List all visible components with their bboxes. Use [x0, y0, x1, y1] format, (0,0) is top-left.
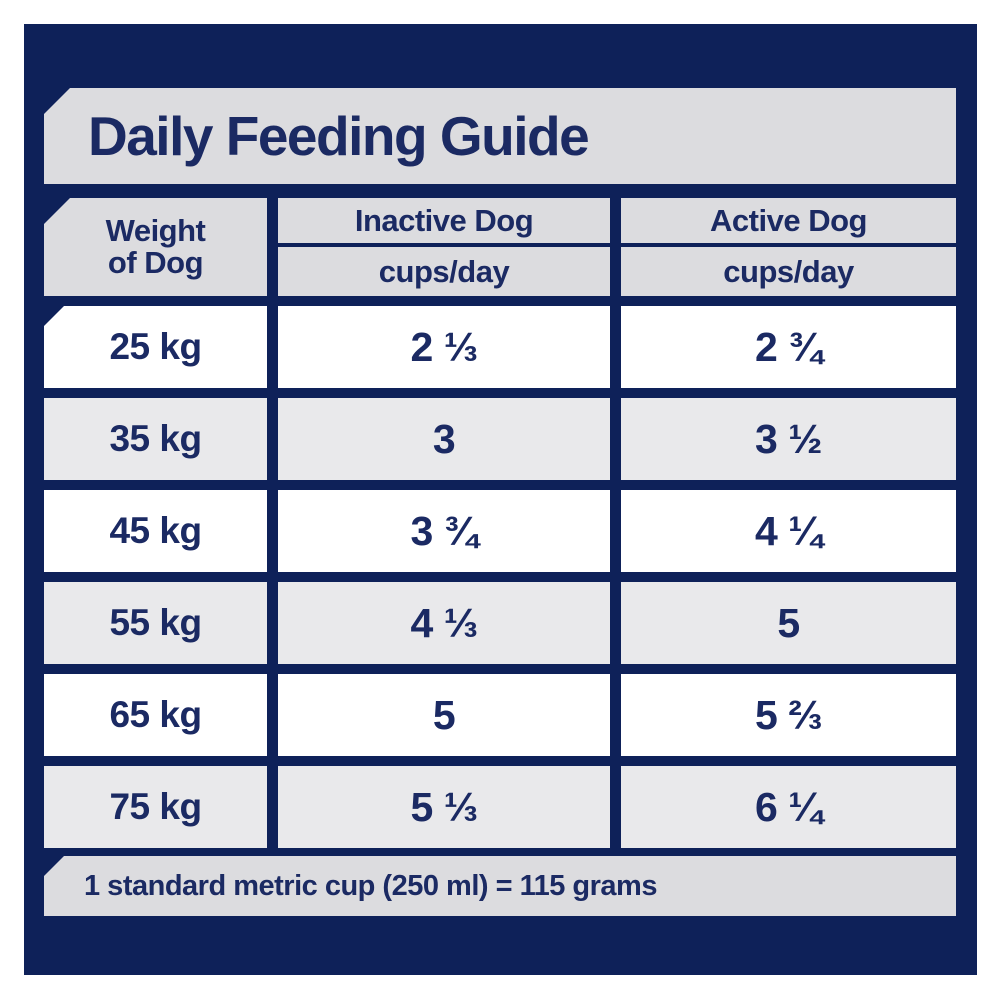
weight-cell: 75 kg [44, 766, 267, 848]
feeding-guide-panel: Daily Feeding Guide Weight of Dog Inacti… [24, 24, 977, 975]
weight-cell: 25 kg [44, 306, 267, 388]
active-value-cell: 6 ¼ [621, 766, 956, 848]
active-dog-label: Active Dog [621, 198, 956, 243]
active-value-cell: 5 [621, 582, 956, 664]
table-row: 55 kg 4 ⅓ 5 [44, 582, 956, 664]
inactive-value-cell: 5 [278, 674, 610, 756]
table-row: 25 kg 2 ⅓ 2 ¾ [44, 306, 956, 388]
inactive-value-cell: 5 ⅓ [278, 766, 610, 848]
weight-cell: 45 kg [44, 490, 267, 572]
weight-header-line1: Weight [105, 212, 206, 248]
weight-cell: 65 kg [44, 674, 267, 756]
footnote-banner: 1 standard metric cup (250 ml) = 115 gra… [44, 856, 956, 916]
active-value-cell: 3 ½ [621, 398, 956, 480]
active-value-cell: 5 ⅔ [621, 674, 956, 756]
inactive-dog-units: cups/day [278, 247, 610, 296]
footnote: 1 standard metric cup (250 ml) = 115 gra… [84, 869, 657, 902]
weight-of-dog-header: Weight of Dog [44, 198, 267, 296]
table-row: 45 kg 3 ¾ 4 ¼ [44, 490, 956, 572]
table-header: Weight of Dog Inactive Dog cups/day Acti… [44, 198, 956, 296]
table-row: 65 kg 5 5 ⅔ [44, 674, 956, 756]
active-dog-units: cups/day [621, 247, 956, 296]
table-row: 75 kg 5 ⅓ 6 ¼ [44, 766, 956, 848]
title-banner: Daily Feeding Guide [44, 88, 956, 184]
inactive-value-cell: 4 ⅓ [278, 582, 610, 664]
weight-header-line2: of Dog [107, 245, 204, 280]
inactive-value-cell: 2 ⅓ [278, 306, 610, 388]
inactive-dog-label: Inactive Dog [278, 198, 610, 243]
active-value-cell: 2 ¾ [621, 306, 956, 388]
inactive-value-cell: 3 ¾ [278, 490, 610, 572]
page-title: Daily Feeding Guide [88, 105, 590, 167]
active-dog-header: Active Dog cups/day [621, 198, 956, 296]
weight-cell: 55 kg [44, 582, 267, 664]
weight-cell: 35 kg [44, 398, 267, 480]
table-row: 35 kg 3 3 ½ [44, 398, 956, 480]
inactive-dog-header: Inactive Dog cups/day [278, 198, 610, 296]
active-value-cell: 4 ¼ [621, 490, 956, 572]
inactive-value-cell: 3 [278, 398, 610, 480]
